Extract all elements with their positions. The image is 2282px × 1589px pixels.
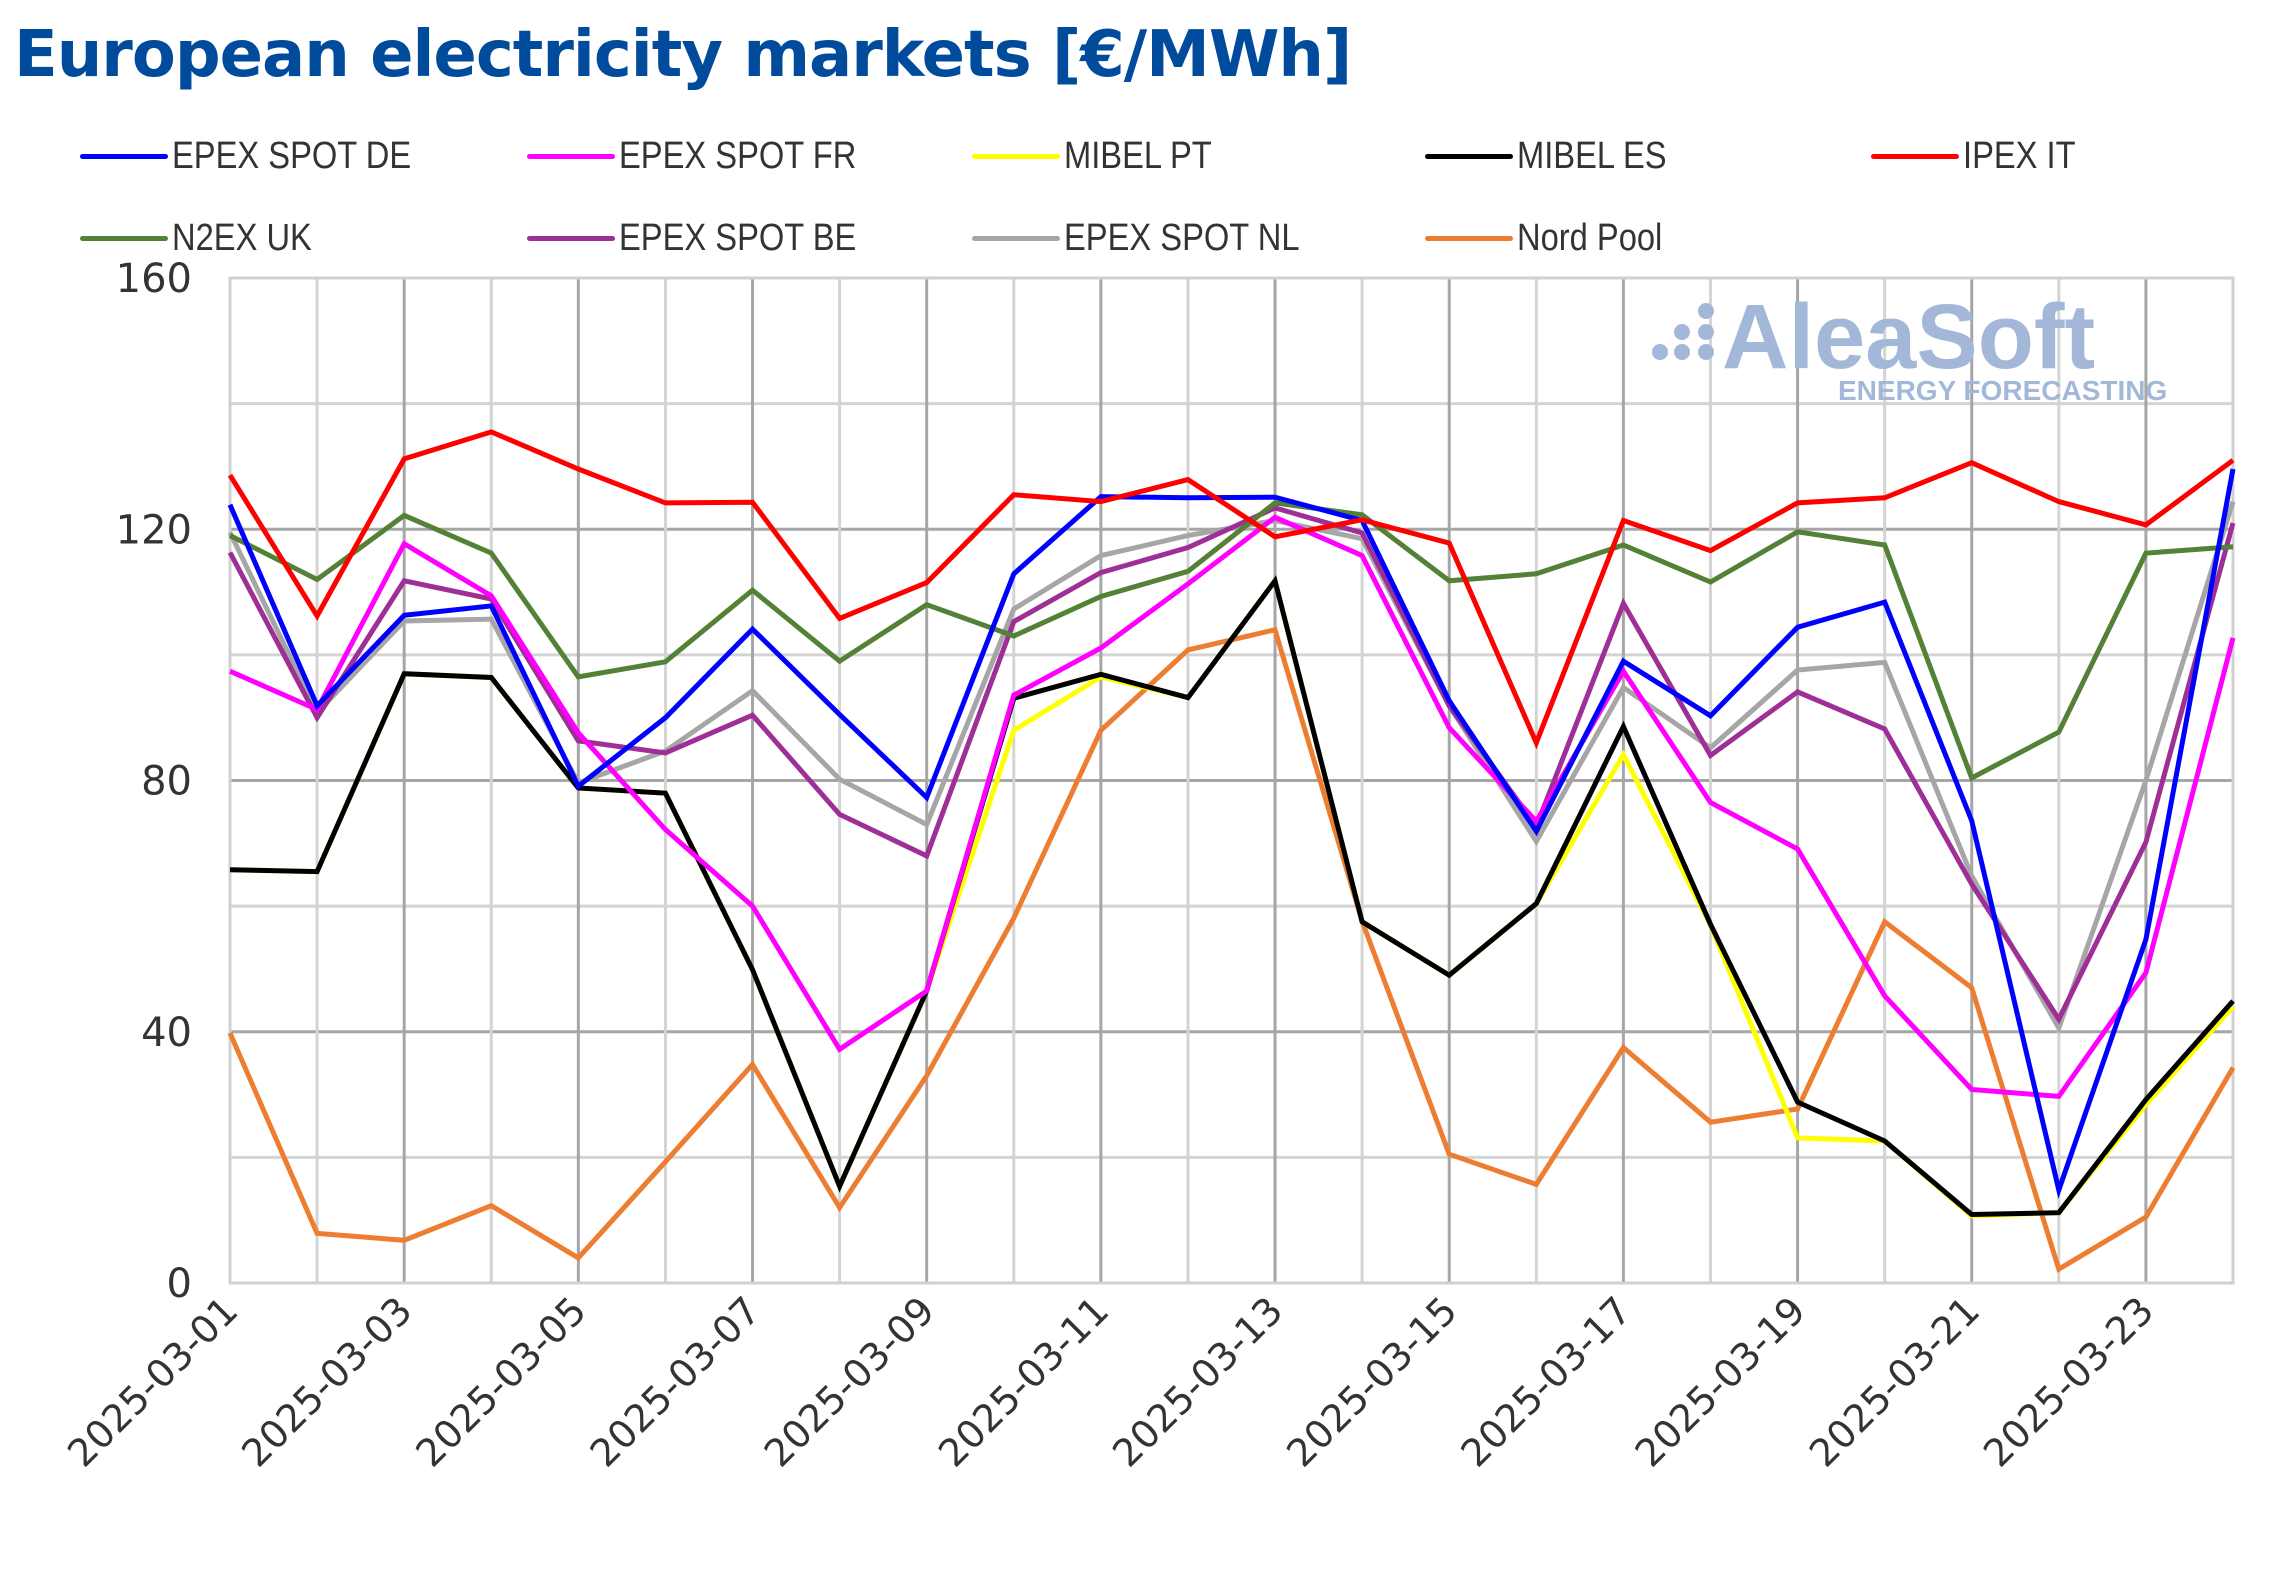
legend-line-icon — [1425, 235, 1513, 241]
y-tick-label: 160 — [116, 256, 192, 302]
logo-dot-icon — [1698, 324, 1714, 340]
legend-label: N2EX UK — [172, 216, 312, 259]
y-tick-label: 0 — [167, 1261, 192, 1307]
legend-line-icon — [527, 153, 615, 159]
legend-item-epex-spot-de: EPEX SPOT DE — [80, 131, 450, 181]
legend-line-icon — [80, 235, 168, 241]
legend-line-icon — [972, 235, 1060, 241]
legend-label: EPEX SPOT DE — [172, 134, 412, 177]
plot-border — [228, 276, 2235, 1285]
x-tick-label: 2025-03-13 — [1104, 1288, 1291, 1475]
legend-item-nord-pool: Nord Pool — [1425, 213, 1686, 263]
legend-line-icon — [1871, 153, 1959, 159]
logo-dot-icon — [1674, 324, 1690, 340]
logo-dot-icon — [1698, 344, 1714, 360]
x-tick-label: 2025-03-07 — [582, 1288, 769, 1475]
legend-line-icon — [972, 153, 1060, 159]
legend-label: EPEX SPOT NL — [1064, 216, 1300, 259]
legend-item-epex-spot-nl: EPEX SPOT NL — [972, 213, 1338, 263]
y-tick-label: 40 — [141, 1010, 192, 1056]
y-tick-label: 80 — [141, 759, 192, 805]
legend-label: Nord Pool — [1517, 216, 1663, 259]
logo-dot-icon — [1698, 303, 1714, 319]
x-tick-label: 2025-03-11 — [930, 1288, 1117, 1475]
legend-item-mibel-es: MIBEL ES — [1425, 131, 1691, 181]
legend-line-icon — [1425, 153, 1513, 159]
series-line-mibel-es — [229, 575, 2235, 1218]
chart-title: European electricity markets [€/MWh] — [14, 18, 1352, 92]
series-line-epex-spot-be — [227, 505, 2236, 1025]
x-tick-label: 2025-03-21 — [1801, 1288, 1988, 1475]
legend-label: EPEX SPOT FR — [619, 134, 857, 177]
series-line-n2ex-uk — [228, 500, 2234, 782]
grid — [228, 276, 2235, 1285]
x-axis: 2025-03-012025-03-032025-03-052025-03-07… — [59, 1288, 2162, 1475]
legend-line-icon — [527, 235, 615, 241]
watermark-brand: AleaSoft — [1722, 286, 2095, 388]
x-tick-label: 2025-03-17 — [1452, 1288, 1639, 1475]
legend-label: MIBEL ES — [1517, 134, 1667, 177]
x-tick-label: 2025-03-01 — [59, 1288, 246, 1475]
x-tick-label: 2025-03-19 — [1627, 1288, 1814, 1475]
legend-line-icon — [80, 153, 168, 159]
y-axis: 0 40 80 120 160 — [116, 256, 192, 1307]
x-tick-label: 2025-03-03 — [233, 1288, 420, 1475]
legend-item-epex-spot-fr: EPEX SPOT FR — [527, 131, 895, 181]
legend-item-n2ex-uk: N2EX UK — [80, 213, 335, 263]
logo-dot-icon — [1674, 344, 1690, 360]
legend-label: EPEX SPOT BE — [619, 216, 857, 259]
series-line-ipex-it — [227, 429, 2235, 750]
legend-label: IPEX IT — [1963, 134, 2076, 177]
legend-label: MIBEL PT — [1064, 134, 1212, 177]
series-lines — [227, 429, 2236, 1273]
legend-item-epex-spot-be: EPEX SPOT BE — [527, 213, 895, 263]
x-tick-label: 2025-03-23 — [1975, 1288, 2162, 1475]
series-line-epex-spot-de — [227, 468, 2236, 1199]
aleasoft-watermark: AleaSoft ENERGY FORECASTING — [1652, 286, 2167, 406]
watermark-tagline: ENERGY FORECASTING — [1838, 375, 2167, 406]
logo-dot-icon — [1652, 344, 1668, 360]
y-tick-label: 120 — [116, 507, 192, 553]
x-tick-label: 2025-03-09 — [756, 1288, 943, 1475]
legend-item-ipex-it: IPEX IT — [1871, 131, 2094, 181]
x-tick-label: 2025-03-05 — [407, 1288, 594, 1475]
x-tick-label: 2025-03-15 — [1278, 1288, 1465, 1475]
series-line-epex-spot-fr — [228, 514, 2236, 1100]
legend-item-mibel-pt: MIBEL PT — [972, 131, 1236, 181]
series-line-epex-spot-nl — [227, 500, 2236, 1034]
